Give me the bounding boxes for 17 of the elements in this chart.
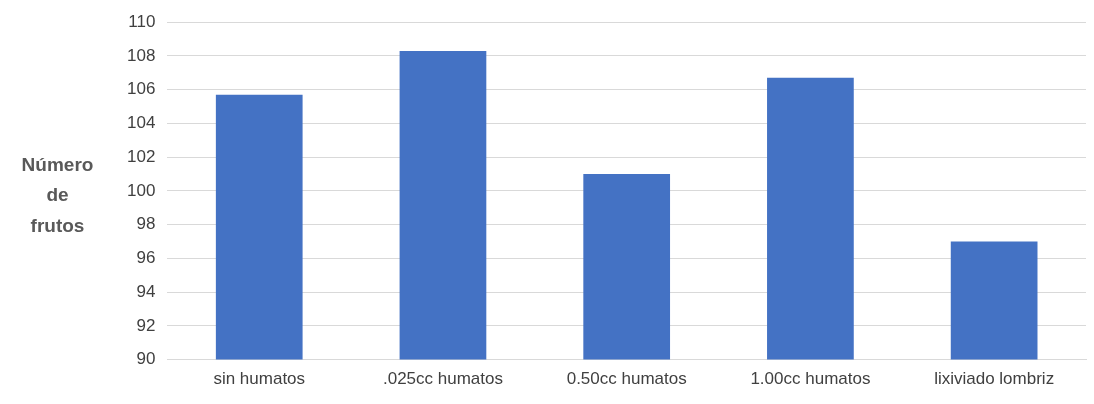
x-tick-label: .025cc humatos [382,369,503,389]
y-tick-label: 100 [126,180,156,200]
y-tick-label: 106 [126,79,156,99]
y-tick-label: 110 [128,11,156,31]
y-tick-label: 92 [136,315,156,335]
y-tick-label: 102 [126,146,156,166]
y-tick-label: 104 [126,113,156,133]
x-tick-label: lixiviado lombriz [934,369,1055,389]
y-tick-label: 108 [126,45,156,65]
x-tick-label: sin humatos [213,369,306,389]
x-tick-label: 1.00cc humatos [750,369,871,389]
x-tick-label: 0.50cc humatos [566,369,687,389]
y-axis-title: Número de frutos [20,153,95,238]
y-tick-label: 96 [136,248,156,268]
y-tick-label: 94 [136,281,156,301]
y-tick-label: 90 [136,349,156,369]
y-tick-label: 98 [136,214,156,234]
